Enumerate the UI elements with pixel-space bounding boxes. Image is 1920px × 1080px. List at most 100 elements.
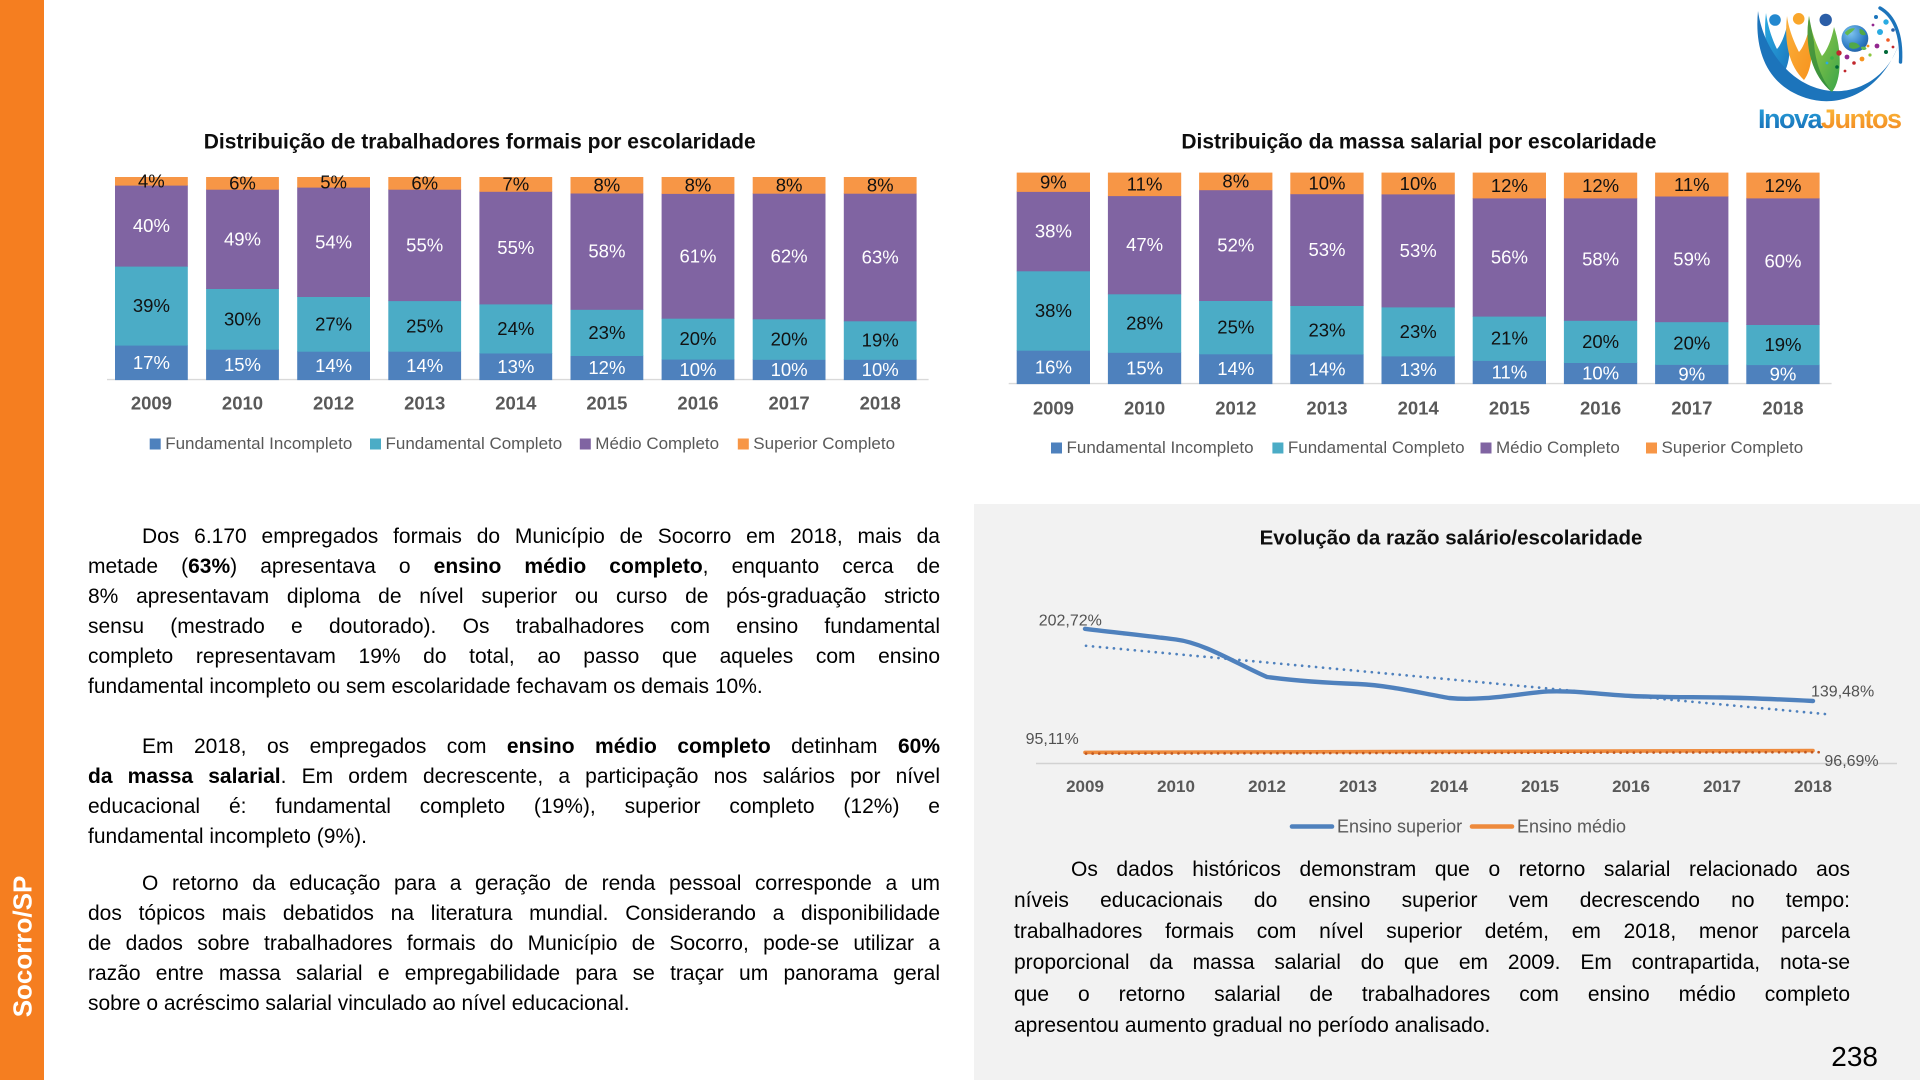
svg-text:10%: 10%: [679, 359, 716, 380]
svg-text:Distribuição de trabalhadores: Distribuição de trabalhadores formais po…: [204, 131, 756, 154]
svg-text:40%: 40%: [133, 215, 170, 236]
svg-text:62%: 62%: [771, 246, 808, 267]
svg-text:2018: 2018: [860, 393, 901, 414]
svg-text:8%: 8%: [1222, 171, 1249, 192]
svg-text:12%: 12%: [1764, 175, 1801, 196]
svg-text:Médio Completo: Médio Completo: [1496, 438, 1620, 457]
svg-text:2010: 2010: [222, 393, 263, 414]
svg-text:10%: 10%: [1400, 173, 1437, 194]
svg-text:2015: 2015: [586, 393, 627, 414]
svg-text:9%: 9%: [1770, 364, 1797, 385]
svg-text:52%: 52%: [1217, 235, 1254, 256]
svg-text:Evolução da razão salário/esco: Evolução da razão salário/escolaridade: [1260, 527, 1643, 550]
svg-text:14%: 14%: [406, 355, 443, 376]
svg-text:2017: 2017: [1671, 398, 1712, 419]
svg-text:17%: 17%: [133, 352, 170, 373]
svg-text:8%: 8%: [867, 175, 894, 196]
svg-text:63%: 63%: [862, 247, 899, 268]
svg-text:Ensino médio: Ensino médio: [1517, 817, 1626, 837]
svg-text:16%: 16%: [1035, 356, 1072, 377]
svg-text:InovaJuntos: InovaJuntos: [1758, 104, 1901, 134]
svg-text:13%: 13%: [1400, 359, 1437, 380]
svg-text:14%: 14%: [1217, 358, 1254, 379]
svg-text:2016: 2016: [1580, 398, 1621, 419]
svg-text:61%: 61%: [679, 245, 716, 266]
svg-text:95,11%: 95,11%: [1026, 731, 1079, 748]
svg-text:39%: 39%: [133, 295, 170, 316]
svg-text:10%: 10%: [771, 359, 808, 380]
svg-text:19%: 19%: [862, 330, 899, 351]
svg-text:49%: 49%: [224, 228, 261, 249]
svg-text:59%: 59%: [1673, 248, 1710, 269]
svg-text:8%: 8%: [594, 175, 621, 196]
svg-text:19%: 19%: [1764, 334, 1801, 355]
svg-text:2014: 2014: [495, 393, 537, 414]
svg-text:2017: 2017: [1703, 777, 1741, 796]
svg-text:2015: 2015: [1489, 398, 1530, 419]
svg-text:10%: 10%: [862, 359, 899, 380]
svg-text:Fundamental Incompleto: Fundamental Incompleto: [165, 434, 352, 453]
svg-text:25%: 25%: [1217, 317, 1254, 338]
svg-text:2009: 2009: [131, 393, 172, 414]
svg-text:2012: 2012: [1248, 777, 1286, 796]
svg-text:56%: 56%: [1491, 247, 1528, 268]
svg-text:55%: 55%: [497, 237, 534, 258]
svg-text:Fundamental Incompleto: Fundamental Incompleto: [1067, 438, 1254, 457]
svg-text:2009: 2009: [1066, 777, 1104, 796]
svg-text:24%: 24%: [497, 318, 534, 339]
svg-text:2010: 2010: [1157, 777, 1195, 796]
svg-text:9%: 9%: [1678, 364, 1705, 385]
svg-text:Superior Completo: Superior Completo: [753, 434, 895, 453]
svg-text:53%: 53%: [1400, 240, 1437, 261]
svg-text:8%: 8%: [776, 175, 803, 196]
svg-text:47%: 47%: [1126, 234, 1163, 255]
svg-text:38%: 38%: [1035, 300, 1072, 321]
svg-text:23%: 23%: [588, 322, 625, 343]
svg-text:5%: 5%: [320, 172, 347, 193]
svg-text:25%: 25%: [406, 315, 443, 336]
svg-text:Fundamental Completo: Fundamental Completo: [1288, 438, 1465, 457]
svg-text:2018: 2018: [1794, 777, 1832, 796]
svg-text:2009: 2009: [1033, 398, 1074, 419]
svg-text:55%: 55%: [406, 234, 443, 255]
svg-text:12%: 12%: [1491, 175, 1528, 196]
svg-text:Fundamental Completo: Fundamental Completo: [386, 434, 563, 453]
svg-text:11%: 11%: [1127, 174, 1163, 195]
svg-text:28%: 28%: [1126, 313, 1163, 334]
svg-text:54%: 54%: [315, 231, 352, 252]
svg-text:2015: 2015: [1521, 777, 1559, 796]
svg-text:4%: 4%: [138, 171, 165, 192]
svg-text:6%: 6%: [411, 173, 438, 194]
svg-text:58%: 58%: [1582, 249, 1619, 270]
svg-text:10%: 10%: [1308, 173, 1345, 194]
svg-text:2016: 2016: [1612, 777, 1650, 796]
svg-text:Médio Completo: Médio Completo: [595, 434, 719, 453]
svg-text:20%: 20%: [771, 329, 808, 350]
svg-text:9%: 9%: [1040, 172, 1067, 193]
svg-text:13%: 13%: [497, 356, 534, 377]
svg-text:6%: 6%: [229, 173, 256, 194]
svg-text:202,72%: 202,72%: [1039, 613, 1102, 630]
svg-text:2017: 2017: [769, 393, 810, 414]
svg-text:12%: 12%: [1582, 175, 1619, 196]
svg-text:2014: 2014: [1430, 777, 1468, 796]
svg-text:23%: 23%: [1400, 321, 1437, 342]
svg-text:139,48%: 139,48%: [1811, 683, 1874, 700]
svg-text:14%: 14%: [1308, 358, 1345, 379]
svg-text:20%: 20%: [679, 328, 716, 349]
svg-text:2013: 2013: [1306, 398, 1347, 419]
svg-text:8%: 8%: [685, 175, 712, 196]
svg-text:15%: 15%: [1126, 357, 1163, 378]
svg-text:12%: 12%: [588, 357, 625, 378]
svg-text:60%: 60%: [1764, 251, 1801, 272]
svg-text:53%: 53%: [1308, 239, 1345, 260]
svg-text:27%: 27%: [315, 313, 352, 334]
svg-text:38%: 38%: [1035, 221, 1072, 242]
svg-text:23%: 23%: [1308, 319, 1345, 340]
svg-text:2018: 2018: [1762, 398, 1803, 419]
svg-text:30%: 30%: [224, 308, 261, 329]
svg-text:2012: 2012: [1215, 398, 1256, 419]
svg-text:20%: 20%: [1673, 333, 1710, 354]
svg-text:2014: 2014: [1398, 398, 1440, 419]
svg-text:Distribuição da massa salarial: Distribuição da massa salarial por escol…: [1181, 131, 1656, 154]
